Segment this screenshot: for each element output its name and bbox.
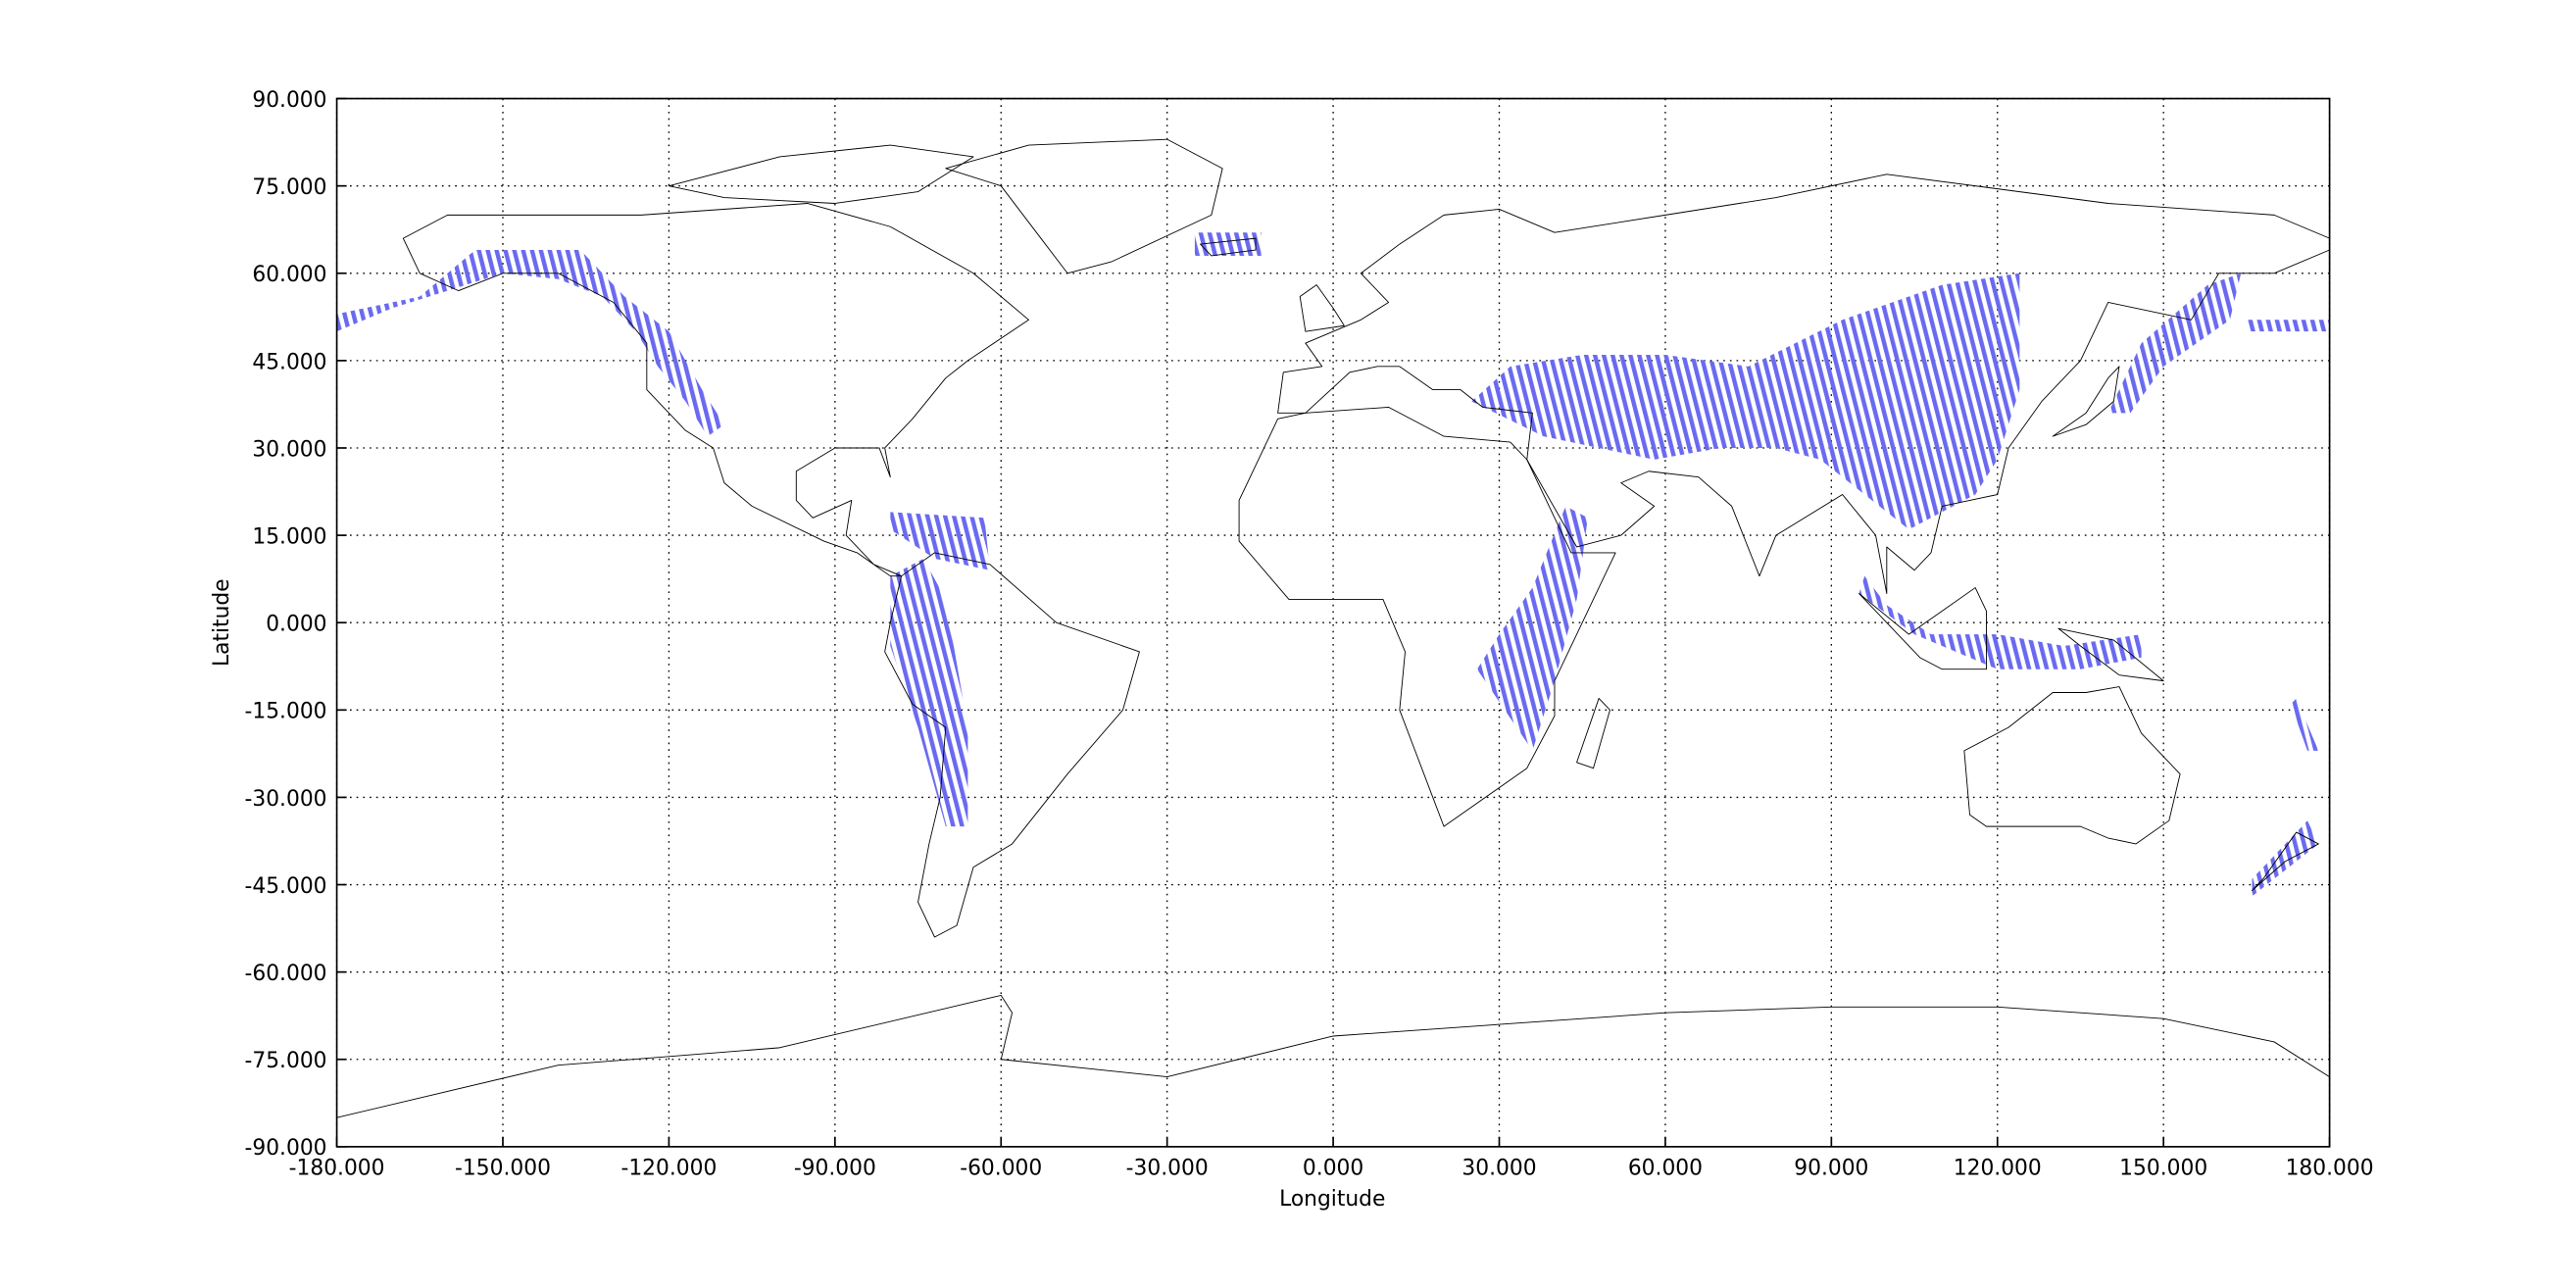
geography	[337, 139, 2330, 1117]
x-axis-label: Longitude	[1279, 1187, 1385, 1212]
y-axis-label: Latitude	[210, 578, 234, 667]
x-tick-label: -30.000	[1126, 1156, 1209, 1180]
activity-zones	[336, 232, 2330, 897]
coast-britain	[1300, 285, 1344, 332]
x-tick-label: 30.000	[1461, 1156, 1536, 1180]
plot-frame	[335, 97, 2331, 1148]
coast-australia	[1964, 687, 2180, 844]
coastlines	[337, 139, 2330, 1117]
grid	[335, 97, 2331, 1148]
y-tick-label: -30.000	[245, 787, 327, 812]
y-tick-label: -60.000	[245, 962, 327, 986]
coast-africa	[1239, 407, 1615, 826]
zone-japan-kamchatka	[2107, 272, 2242, 414]
zone-east-africa	[1476, 506, 1588, 751]
coast-sumatra-borneo	[1859, 588, 1987, 669]
y-tick-label: 45.000	[252, 350, 326, 374]
y-tick-label: -15.000	[245, 700, 327, 724]
y-tick-label: -90.000	[245, 1136, 327, 1161]
coast-new-zealand	[2253, 832, 2319, 890]
coast-new-guinea	[2058, 628, 2163, 680]
x-tick-label: -120.000	[620, 1156, 717, 1180]
coast-antarctica	[337, 995, 2330, 1117]
y-tick-label: 0.000	[266, 613, 326, 637]
y-tick-label: 75.000	[252, 175, 326, 200]
x-tick-label: -150.000	[455, 1156, 551, 1180]
y-tick-label: 30.000	[252, 437, 326, 462]
zone-tonga	[2291, 698, 2319, 751]
coast-north-america	[403, 203, 1028, 575]
coast-eurasia	[1278, 174, 2330, 594]
x-tick-label: 180.000	[2286, 1156, 2374, 1180]
coast-iceland	[1201, 238, 1256, 256]
x-tick-label: -60.000	[960, 1156, 1042, 1180]
zone-central-america	[890, 512, 990, 570]
zone-new-zealand	[2252, 820, 2319, 897]
coast-south-america	[885, 553, 1140, 937]
coast-japan	[2053, 367, 2119, 436]
zone-aleutian-east	[2246, 320, 2330, 332]
x-tick-label: -90.000	[794, 1156, 876, 1180]
zone-andes	[890, 558, 968, 827]
y-tick-label: 60.000	[252, 263, 326, 287]
zone-iceland	[1194, 232, 1262, 256]
y-tick-label: -45.000	[245, 874, 327, 899]
coast-greenland	[946, 139, 1222, 273]
y-tick-label: 15.000	[252, 524, 326, 549]
x-tick-label: 150.000	[2119, 1156, 2207, 1180]
x-tick-label: 60.000	[1628, 1156, 1703, 1180]
zone-alaska-cordillera	[336, 250, 724, 437]
y-tick-label: 90.000	[252, 88, 326, 113]
x-tick-label: 120.000	[1954, 1156, 2042, 1180]
zone-indonesia	[1858, 575, 2142, 669]
map-layer	[337, 139, 2330, 1117]
coast-madagascar	[1577, 698, 1610, 768]
x-tick-label: 0.000	[1303, 1156, 1363, 1180]
axes: -180.000 -150.000 -120.000 -90.000 -60.000 -3…	[245, 88, 2374, 1180]
zone-asia	[1471, 272, 2020, 530]
x-tick-label: 90.000	[1794, 1156, 1868, 1180]
x-tick-label: -180.000	[289, 1156, 385, 1180]
y-tick-label: -75.000	[245, 1049, 327, 1073]
coast-arctic-islands	[669, 145, 973, 203]
